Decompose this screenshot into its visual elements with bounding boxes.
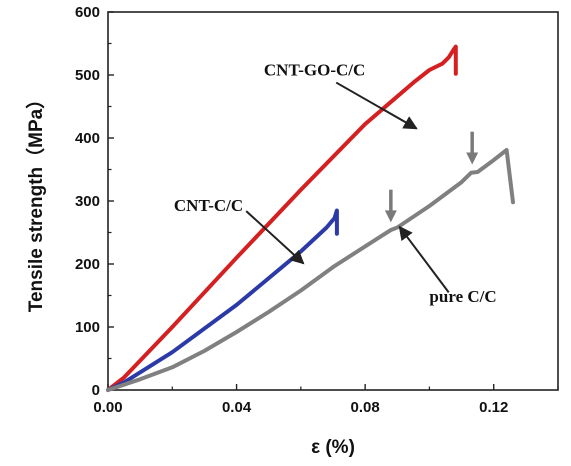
annotation-arrow [335,81,418,130]
down-arrow-marker [384,189,397,223]
y-tick-label: 400 [75,130,100,147]
series-line-cnt-go-c-c [106,44,458,392]
y-tick-label: 300 [75,193,100,210]
y-axis-title: Tensile strength（MPa） [24,90,47,312]
annotation-label: CNT-C/C [174,196,243,215]
x-tick-label: 0.04 [222,399,252,416]
y-tick-label: 200 [75,256,100,273]
x-tick-label: 0.00 [93,399,122,416]
down-arrow-marker [466,131,479,165]
annotation-label: CNT-GO-C/C [264,61,365,80]
down-arrow-head [466,152,479,165]
annotation-arrow [245,210,305,265]
series-line-pure-c-c [106,148,515,392]
annotation-label: pure C/C [429,287,496,306]
x-tick-label: 0.12 [479,399,508,416]
y-tick-label: 600 [75,4,100,21]
series-line-cnt-c-c [106,208,339,392]
y-tick-label: 500 [75,67,100,84]
annotation-arrow [398,225,450,293]
x-axis-title: ε (%) [311,437,355,458]
x-tick-label: 0.08 [351,399,380,416]
y-tick-label: 0 [92,382,100,399]
down-arrow-head [384,210,397,223]
y-tick-label: 100 [75,319,100,336]
